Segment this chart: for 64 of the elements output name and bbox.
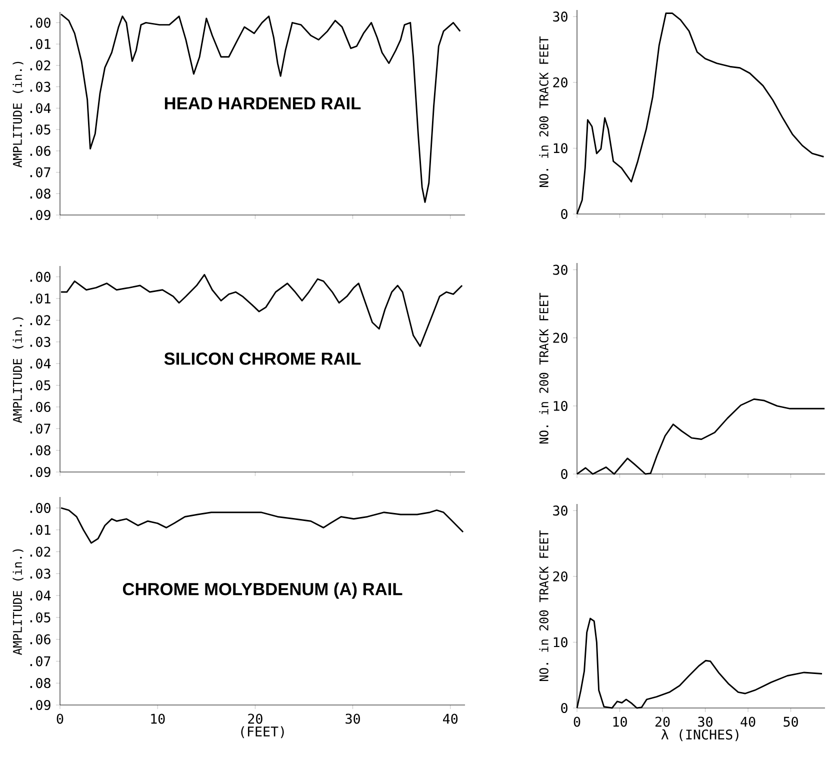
x-tick-label: 40 — [740, 716, 756, 727]
x-axis-title: λ (INCHES) — [661, 729, 738, 742]
y-tick-label: .03 — [30, 82, 50, 92]
y-tick-label: 20 — [553, 332, 568, 343]
y-tick-label: .07 — [30, 656, 50, 666]
y-tick-label: .00 — [30, 18, 50, 28]
y-tick-label: .09 — [30, 466, 50, 478]
y-tick-label: 20 — [553, 77, 568, 88]
y-tick-label: 10 — [554, 143, 568, 154]
y-axis-title: NO. in 200 TRACK FEET — [539, 530, 548, 682]
y-tick-label: 0 — [561, 702, 568, 714]
y-axis-title: AMPLITUDE (in.) — [12, 549, 24, 655]
y-tick-label: .08 — [30, 445, 50, 456]
y-tick-label: 30 — [553, 12, 568, 22]
y-tick-label: 0 — [561, 468, 568, 480]
x-tick-label: 40 — [443, 714, 458, 724]
y-tick-label: .02 — [30, 315, 50, 326]
x-tick-label: 20 — [248, 714, 262, 724]
y-tick-label: .09 — [30, 700, 50, 710]
y-axis-title: NO. in 200 TRACK FEET — [539, 36, 548, 188]
x-tick-label: 10 — [151, 714, 165, 724]
y-tick-label: .04 — [30, 358, 51, 369]
x-tick-label: 30 — [698, 716, 712, 727]
y-tick-label: 30 — [553, 264, 568, 275]
y-tick-label: .03 — [30, 336, 50, 347]
y-tick-label: .05 — [30, 612, 50, 622]
y-tick-label: 10 — [554, 637, 568, 648]
y-tick-label: .06 — [30, 146, 50, 156]
y-tick-label: 0 — [561, 208, 568, 220]
annotation: HEAD HARDENED RAIL — [164, 97, 361, 110]
y-tick-label: .05 — [30, 124, 50, 135]
y-tick-label: 20 — [553, 571, 568, 582]
y-tick-label: .00 — [30, 272, 50, 282]
y-tick-label: .08 — [30, 188, 50, 199]
annotation: SILICON CHROME RAIL — [164, 352, 361, 365]
x-tick-label: 10 — [613, 716, 627, 727]
y-tick-label: .05 — [30, 380, 50, 390]
annotation: CHROME MOLYBDENUM (A) RAIL — [122, 582, 402, 599]
y-tick-label: .00 — [30, 502, 50, 514]
x-axis-title: (FEET) — [241, 726, 284, 738]
x-tick-label: 50 — [784, 716, 798, 727]
y-tick-label: .03 — [30, 568, 50, 579]
y-axis-title: AMPLITUDE (in.) — [12, 317, 24, 423]
x-tick-label: 0 — [56, 714, 64, 724]
x-tick-label: 20 — [655, 716, 670, 727]
y-tick-label: .07 — [30, 167, 50, 178]
y-tick-label: .01 — [30, 524, 50, 535]
y-tick-label: .02 — [30, 546, 50, 557]
x-tick-label: 0 — [574, 716, 580, 727]
y-tick-label: .04 — [30, 590, 51, 601]
y-tick-label: 10 — [554, 400, 568, 411]
y-tick-label: .02 — [30, 60, 50, 70]
y-axis-title: AMPLITUDE (in.) — [12, 62, 24, 168]
x-tick-label: 30 — [346, 714, 360, 724]
y-tick-label: 30 — [553, 506, 568, 516]
y-tick-label: .09 — [30, 210, 50, 220]
y-tick-label: .01 — [30, 38, 50, 50]
y-tick-label: .06 — [30, 402, 50, 412]
y-tick-label: .07 — [30, 424, 50, 434]
y-tick-label: .06 — [30, 634, 50, 644]
y-tick-label: .04 — [30, 103, 51, 114]
y-tick-label: .08 — [30, 678, 50, 688]
y-tick-label: .01 — [30, 293, 50, 304]
y-axis-title: NO. in 200 TRACK FEET — [539, 292, 548, 444]
